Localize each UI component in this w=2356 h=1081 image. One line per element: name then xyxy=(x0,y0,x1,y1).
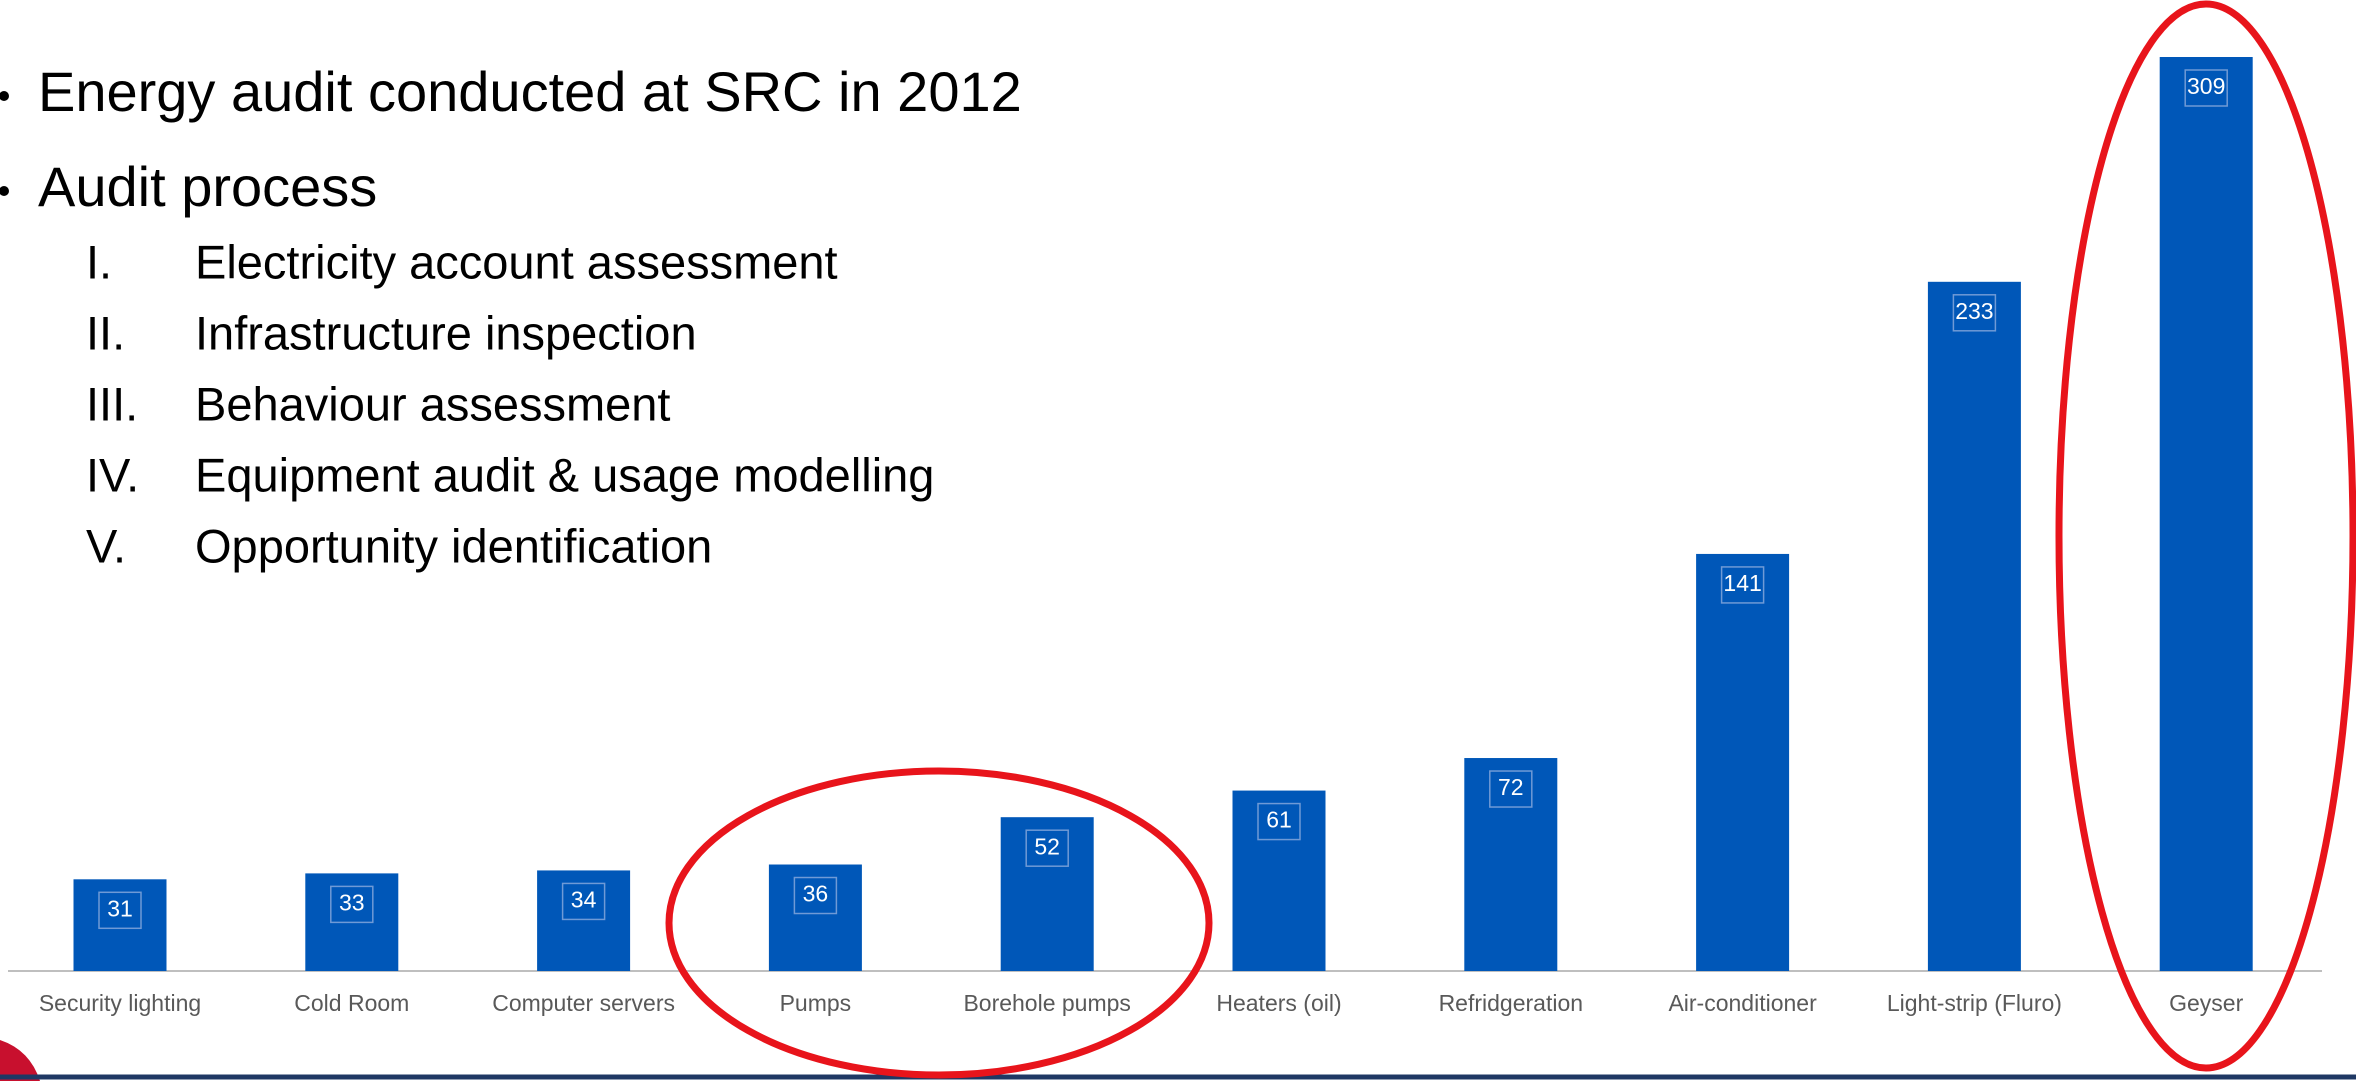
value-label-box xyxy=(793,876,838,915)
value-label-box xyxy=(561,882,606,921)
item-numeral: V. xyxy=(86,519,126,572)
value-label: 36 xyxy=(803,881,829,907)
x-tick-label: Air-conditioner xyxy=(1668,990,1817,1016)
item-numeral: III. xyxy=(86,377,138,430)
bullet-dot xyxy=(0,91,9,101)
bullet-dot xyxy=(0,186,9,196)
x-tick-label: Cold Room xyxy=(294,990,409,1016)
bar xyxy=(1232,790,1326,971)
bullet-text: Energy audit conducted at SRC in 2012 xyxy=(38,60,1022,123)
chart: 31 Security lighting 33 Cold Room 34 Computer… xyxy=(8,57,2322,1016)
item-numeral: IV. xyxy=(86,448,139,501)
corner-decoration xyxy=(0,1040,40,1081)
item-text: Infrastructure inspection xyxy=(195,306,697,359)
bar xyxy=(1927,281,2021,971)
value-label-box xyxy=(2184,69,2228,107)
x-tick-label: Computer servers xyxy=(492,990,675,1016)
highlight-ellipse xyxy=(665,767,1213,1079)
value-label-box xyxy=(1489,770,1533,808)
value-label-box xyxy=(98,891,142,930)
value-label: 34 xyxy=(571,887,597,913)
x-tick-label: Borehole pumps xyxy=(963,990,1131,1016)
x-tick-label: Pumps xyxy=(780,990,852,1016)
bar xyxy=(1696,553,1790,971)
value-label-box xyxy=(330,885,374,924)
x-tick-label: Refridgeration xyxy=(1439,990,1583,1016)
value-label-box xyxy=(1952,294,1997,332)
bar xyxy=(2159,57,2253,971)
bar xyxy=(768,864,862,971)
bullet-text: Audit process xyxy=(38,155,377,218)
value-label: 52 xyxy=(1034,833,1060,859)
value-label: 72 xyxy=(1498,774,1524,800)
value-label: 61 xyxy=(1266,807,1292,833)
value-label: 31 xyxy=(107,895,133,921)
x-tick-label: Geyser xyxy=(2169,990,2243,1016)
bar xyxy=(1000,817,1094,971)
bar xyxy=(73,879,167,971)
highlight-ellipse xyxy=(2055,0,2356,1072)
x-tick-label: Heaters (oil) xyxy=(1216,990,1341,1016)
value-label: 309 xyxy=(2187,73,2225,99)
x-tick-label: Light-strip (Fluro) xyxy=(1887,990,2062,1016)
bar xyxy=(1464,758,1558,971)
item-text: Electricity account assessment xyxy=(195,235,838,288)
value-label: 141 xyxy=(1723,570,1761,596)
value-label-box xyxy=(1025,829,1069,867)
item-text: Behaviour assessment xyxy=(195,377,670,430)
x-tick-label: Security lighting xyxy=(39,990,201,1016)
value-label: 33 xyxy=(339,889,365,915)
value-label-box xyxy=(1257,802,1301,841)
value-label-box xyxy=(1720,566,1765,604)
bullet-list: Energy audit conducted at SRC in 2012 Aud… xyxy=(0,60,1022,572)
item-numeral: I. xyxy=(86,235,112,288)
item-numeral: II. xyxy=(86,306,125,359)
item-text: Opportunity identification xyxy=(195,519,712,572)
item-text: Equipment audit & usage modelling xyxy=(195,448,934,501)
value-label: 233 xyxy=(1955,298,1993,324)
bar xyxy=(537,870,631,971)
